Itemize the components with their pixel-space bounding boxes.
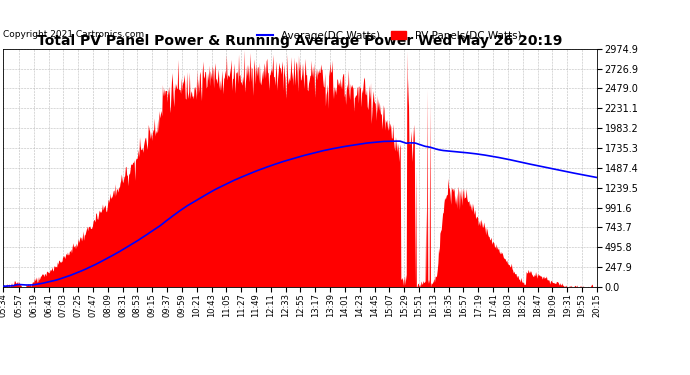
Title: Total PV Panel Power & Running Average Power Wed May 26 20:19: Total PV Panel Power & Running Average P…: [37, 34, 563, 48]
Text: Copyright 2021 Cartronics.com: Copyright 2021 Cartronics.com: [3, 30, 145, 39]
Legend: Average(DC Watts), PV Panels(DC Watts): Average(DC Watts), PV Panels(DC Watts): [253, 27, 525, 45]
